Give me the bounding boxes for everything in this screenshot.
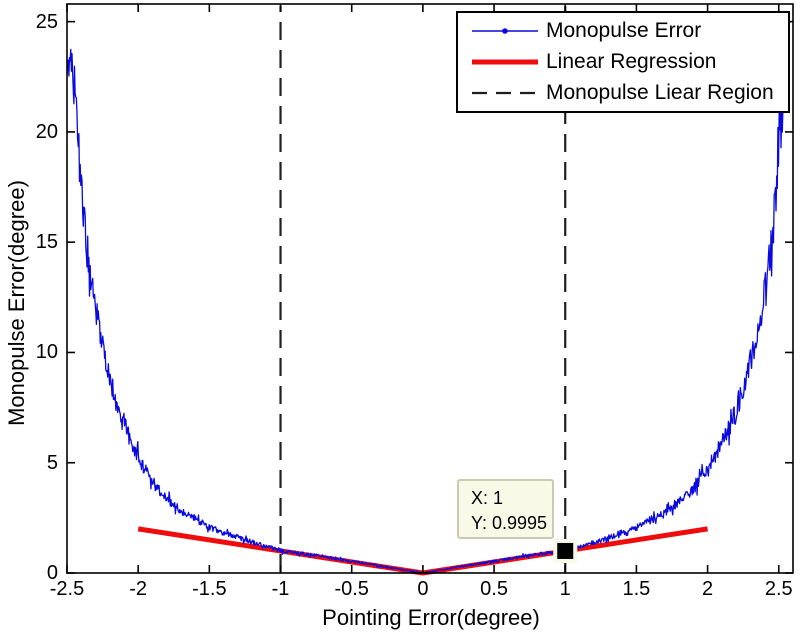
x-tick-label: 2 [702,578,714,600]
datatip-y-value: Y: 0.9995 [471,513,548,533]
y-tick-label: 5 [46,451,58,474]
legend-label: Monopulse Liear Region [546,81,774,105]
x-tick-label: 0.5 [480,578,508,600]
legend-item-linear-regression: Linear Regression [458,47,788,77]
legend-item-monopulse-error: Monopulse Error [458,16,788,46]
y-tick-label: 15 [35,231,58,254]
legend-line-sample-red [472,59,538,65]
datatip[interactable]: X: 1 Y: 0.9995 [457,479,554,539]
y-tick-label: 10 [35,341,58,364]
y-axis-label: Monopulse Error(degree) [4,180,29,426]
x-tick-label: 2.5 [764,578,793,600]
x-tick-label: 0 [417,578,429,600]
y-tick-label: 0 [46,562,58,584]
x-tick-label: 1 [559,578,571,600]
legend-line-sample-blue [472,27,538,34]
y-tick-label: 20 [35,120,58,143]
x-tick-label: -2.5 [49,578,85,600]
x-tick-label: -1 [271,578,290,600]
legend-label: Linear Regression [546,49,717,73]
x-tick-label: -0.5 [334,578,369,600]
legend-line-sample-dashed [472,92,538,95]
monopulse-error-series [66,24,788,574]
legend-marker-dot-icon [502,27,508,34]
y-tick-label: 25 [35,10,58,33]
legend[interactable]: Monopulse Error Linear Regression Monopu… [456,11,790,113]
x-axis-label: Pointing Error(degree) [322,605,540,630]
datatip-x-value: X: 1 [471,488,504,508]
x-tick-label: -2 [129,578,148,600]
legend-item-linear-region: Monopulse Liear Region [458,78,788,108]
legend-label: Monopulse Error [546,18,702,42]
x-tick-label: -1.5 [192,578,227,600]
datatip-marker[interactable] [557,542,574,559]
x-tick-label: 1.5 [622,578,651,600]
plot-border [66,3,794,574]
